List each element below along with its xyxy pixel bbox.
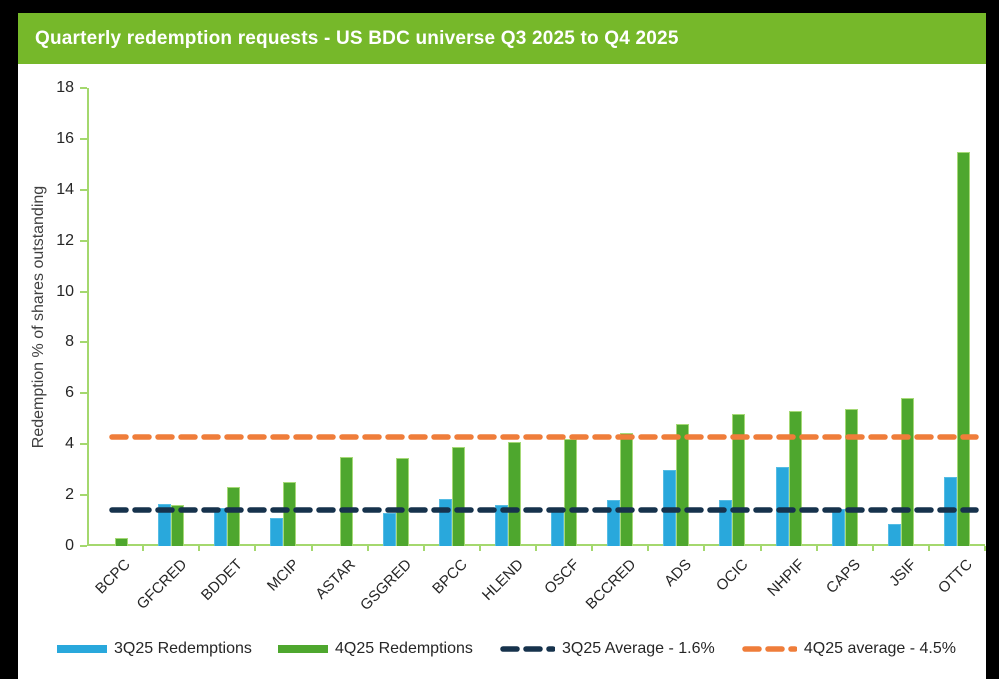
chart-title: Quarterly redemption requests - US BDC u… xyxy=(35,27,679,49)
x-axis-label-text: MCIP xyxy=(263,556,303,595)
y-axis-tick xyxy=(80,188,87,191)
x-axis-label-text: NHPIF xyxy=(763,556,808,600)
bar-4q25-bcpc xyxy=(115,538,129,546)
y-axis-tick-label: 12 xyxy=(56,231,74,249)
x-axis-tick xyxy=(142,546,145,551)
bar-4q25-mcip xyxy=(283,482,297,546)
bar-4q25-ads xyxy=(676,424,690,546)
bar-4q25-bpcc xyxy=(451,447,465,546)
x-axis-label-text: CAPS xyxy=(822,556,864,597)
x-axis-tick xyxy=(871,546,874,551)
y-axis-tick xyxy=(80,545,87,547)
x-axis-tick xyxy=(703,546,706,551)
bar-chart: Redemption % of shares outstanding 0 2 4 6 8… xyxy=(18,64,986,679)
legend-swatch-dashed xyxy=(499,640,556,658)
x-axis-tick xyxy=(591,546,594,551)
x-axis-label-text: BCCRED xyxy=(582,556,640,613)
x-axis-tick xyxy=(815,546,818,551)
chart-page: Quarterly redemption requests - US BDC u… xyxy=(18,13,986,679)
x-axis-tick xyxy=(984,546,986,551)
y-axis-tick xyxy=(80,87,87,89)
legend-item-3: 4Q25 average - 4.5% xyxy=(741,640,956,658)
avg-line-3q25 xyxy=(108,501,980,519)
x-axis-label-text: BPCC xyxy=(429,556,471,598)
y-axis-tick xyxy=(80,290,87,293)
bar-3q25-nhpif xyxy=(775,467,789,546)
x-axis-tick xyxy=(478,546,481,551)
legend-label: 3Q25 Average - 1.6% xyxy=(562,640,715,657)
x-axis-tick xyxy=(927,546,930,551)
bar-4q25-gsgred xyxy=(395,458,409,546)
bar-4q25-gfcred xyxy=(171,505,185,546)
x-axis-tick xyxy=(535,546,537,551)
legend-swatch-solid xyxy=(278,645,329,653)
bar-3q25-jsif xyxy=(887,524,901,546)
y-axis-tick-label: 0 xyxy=(65,537,74,554)
x-axis-label-text: JSIF xyxy=(886,556,920,590)
y-axis-tick xyxy=(80,239,87,242)
bar-4q25-ottc xyxy=(956,152,970,546)
y-axis-tick-label: 10 xyxy=(56,282,74,300)
x-axis-tick xyxy=(647,546,650,551)
x-axis-label-text: HLEND xyxy=(478,556,527,604)
bar-4q25-jsif xyxy=(900,398,914,546)
bar-4q25-oscf xyxy=(564,439,578,546)
y-axis-tick-label: 2 xyxy=(65,486,74,504)
legend-label: 4Q25 Redemptions xyxy=(335,640,473,657)
avg-line-4q25 xyxy=(108,428,980,446)
y-axis-tick-label: 4 xyxy=(65,435,74,453)
x-axis-tick xyxy=(310,546,313,551)
y-axis-tick xyxy=(80,137,87,140)
x-axis-label-text: OSCF xyxy=(541,556,584,598)
x-axis-label-text: OCIC xyxy=(712,556,752,595)
x-axis-label-text: GSGRED xyxy=(356,556,415,614)
x-axis-label-text: BCPC xyxy=(92,556,135,598)
bar-4q25-bddet xyxy=(227,487,241,546)
y-axis-tick-label: 8 xyxy=(65,333,74,351)
x-axis-tick xyxy=(198,546,201,551)
bar-3q25-mcip xyxy=(270,518,284,546)
y-axis-title: Redemption % of shares outstanding xyxy=(30,185,47,449)
title-banner: Quarterly redemption requests - US BDC u… xyxy=(18,13,986,64)
bar-3q25-hlend xyxy=(494,505,508,546)
x-axis-label-text: OTTC xyxy=(935,556,976,597)
bar-4q25-astar xyxy=(339,457,353,546)
x-axis-tick xyxy=(254,546,257,551)
y-axis-tick xyxy=(80,341,87,344)
bar-3q25-bddet xyxy=(214,508,228,546)
y-axis-tick-label: 16 xyxy=(56,129,74,147)
plot-area xyxy=(87,88,985,546)
x-axis-tick xyxy=(422,546,425,551)
legend-label: 4Q25 average - 4.5% xyxy=(803,640,956,657)
bar-4q25-bccred xyxy=(620,433,634,546)
x-axis-label-text: ADS xyxy=(661,556,696,590)
y-axis-tick xyxy=(80,443,87,446)
legend-item-1: 4Q25 Redemptions xyxy=(278,640,473,658)
bar-3q25-gsgred xyxy=(382,513,396,546)
legend-label: 3Q25 Redemptions xyxy=(114,640,252,657)
legend-item-2: 3Q25 Average - 1.6% xyxy=(499,640,715,658)
x-axis-label-text: ASTAR xyxy=(311,556,359,603)
chart-legend: 3Q25 Redemptions 4Q25 Redemptions 3Q25 Ave… xyxy=(18,640,986,658)
y-axis-tick-label: 6 xyxy=(65,384,74,402)
x-axis-label-text: BDDET xyxy=(198,556,247,604)
y-axis-tick-label: 14 xyxy=(56,180,74,198)
y-axis-tick xyxy=(80,494,87,497)
legend-swatch-dashed xyxy=(741,640,798,658)
x-axis-tick xyxy=(366,546,369,551)
y-axis-tick-label: 18 xyxy=(56,79,74,96)
legend-swatch-solid xyxy=(57,645,107,653)
bar-4q25-hlend xyxy=(507,442,521,546)
x-axis-label-text: GFCRED xyxy=(133,556,191,613)
bar-3q25-gfcred xyxy=(158,504,172,546)
y-axis-tick xyxy=(80,392,87,395)
x-axis-tick xyxy=(759,546,762,551)
legend-item-0: 3Q25 Redemptions xyxy=(57,640,252,658)
